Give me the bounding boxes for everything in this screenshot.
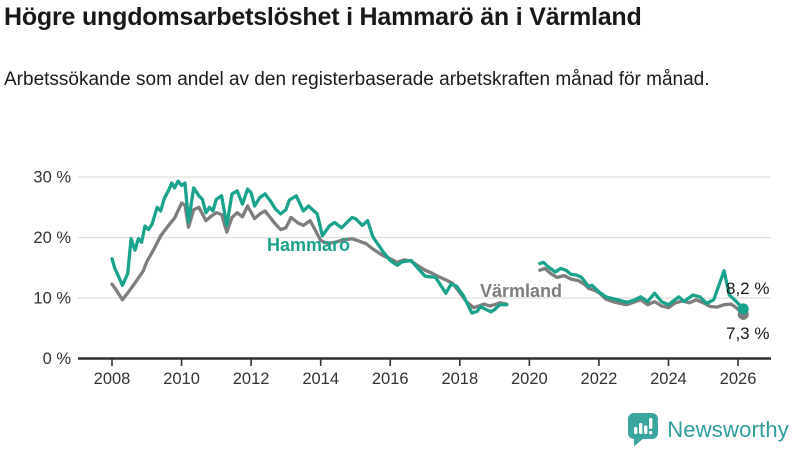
- series-line-värmland-0: [110, 201, 509, 310]
- newsworthy-wordmark: Newsworthy: [667, 417, 789, 442]
- series-label-varmland: Värmland: [480, 281, 563, 301]
- x-tick-label: 2016: [372, 370, 409, 388]
- end-value-varmland: 7,3 %: [726, 324, 770, 343]
- brand-footer: Newsworthy: [627, 412, 789, 448]
- y-tick-label: 20 %: [33, 229, 71, 247]
- y-tick-label: 30 %: [33, 169, 71, 187]
- end-value-hammaro: 8,2 %: [726, 279, 770, 298]
- y-tick-label: 10 %: [33, 290, 71, 308]
- series-line-värmland-1: [538, 266, 745, 316]
- x-tick-label: 2018: [441, 370, 478, 388]
- x-tick-label: 2020: [511, 370, 548, 388]
- x-tick-label: 2022: [581, 370, 618, 388]
- series-line-hammarö-0: [110, 179, 509, 315]
- x-tick-label: 2024: [650, 370, 687, 388]
- x-tick-label: 2014: [302, 370, 339, 388]
- newsworthy-logo-icon: [627, 412, 660, 448]
- chart-title: Högre ungdomsarbetslöshet i Hammarö än i…: [4, 3, 642, 31]
- x-tick-label: 2008: [94, 370, 131, 388]
- series-line-hammarö-1: [538, 260, 745, 311]
- x-tick-label: 2012: [233, 370, 270, 388]
- chart-subtitle: Arbetssökande som andel av den registerb…: [4, 69, 710, 90]
- x-tick-label: 2010: [163, 370, 200, 388]
- x-tick-label: 2026: [720, 370, 757, 388]
- end-dot-hammarö: [737, 303, 749, 315]
- series-label-hammaro: Hammarö: [267, 235, 351, 255]
- y-tick-label: 0 %: [43, 350, 72, 368]
